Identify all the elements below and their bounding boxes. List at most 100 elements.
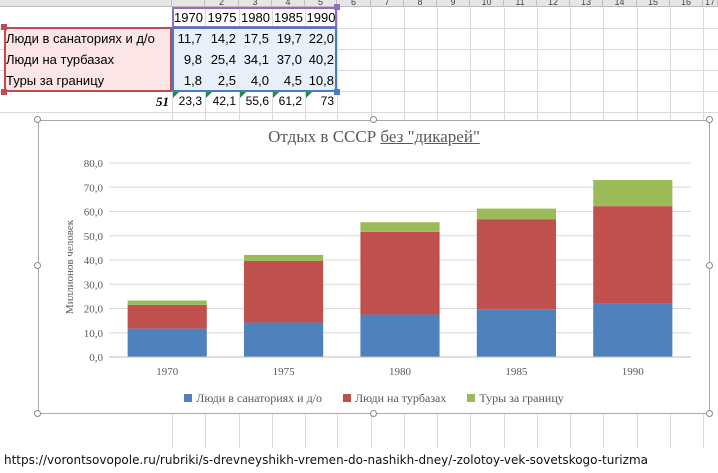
y-tick-label: 0,0 (89, 352, 103, 364)
empty-cell[interactable] (0, 7, 172, 28)
value-cell[interactable]: 19,7 (272, 28, 305, 49)
column-header[interactable]: 2 (205, 0, 239, 7)
value-cell[interactable]: 10,8 (305, 70, 337, 91)
selection-handle[interactable] (1, 89, 7, 95)
value-cell[interactable]: 1,8 (172, 70, 205, 91)
legend-item: Люди в санаториях и д/о (184, 391, 322, 406)
chart-resize-handle[interactable] (706, 262, 713, 269)
total-cell[interactable]: 23,3 (178, 94, 202, 108)
column-header[interactable]: 8 (404, 0, 437, 7)
legend-item: Туры за границу (467, 391, 564, 406)
y-tick-label: 40,0 (84, 255, 104, 267)
bar-segment (476, 219, 556, 310)
chart-resize-handle[interactable] (34, 116, 41, 123)
column-header[interactable]: 12 (537, 0, 570, 7)
bar-segment (593, 179, 673, 207)
column-header[interactable]: 13 (570, 0, 603, 7)
column-header[interactable]: 14 (603, 0, 637, 7)
selection-handle[interactable] (1, 24, 7, 30)
error-indicator[interactable] (273, 92, 279, 98)
chart-resize-handle[interactable] (34, 410, 41, 417)
chart-resize-handle[interactable] (706, 116, 713, 123)
bar-segment (476, 309, 556, 357)
selection-handle[interactable] (334, 89, 340, 95)
total-cell[interactable]: 73 (320, 94, 334, 108)
value-cell[interactable]: 34,1 (239, 49, 272, 70)
column-header[interactable] (0, 0, 172, 7)
column-header[interactable]: 4 (272, 0, 305, 7)
total-cell[interactable]: 55,6 (245, 94, 269, 108)
legend: Люди в санаториях и д/о Люди на турбазах… (39, 391, 709, 406)
x-tick-label: 1990 (622, 366, 645, 378)
y-tick-label: 60,0 (84, 207, 104, 219)
chart-resize-handle[interactable] (34, 262, 41, 269)
error-indicator[interactable] (173, 92, 179, 98)
error-indicator[interactable] (240, 92, 246, 98)
total-cell[interactable]: 42,1 (212, 94, 236, 108)
chart-title-plain: Отдых в СССР (268, 127, 381, 146)
value-cell[interactable]: 11,7 (172, 28, 205, 49)
column-header[interactable]: 3 (239, 0, 272, 7)
column-header[interactable]: 7 (371, 0, 404, 7)
total-cell[interactable]: 61,2 (278, 94, 302, 108)
value-cell[interactable]: 14,2 (205, 28, 239, 49)
row-label-turbazy[interactable]: Люди на турбазах (4, 49, 172, 70)
y-tick-label: 10,0 (84, 328, 104, 340)
legend-swatch (184, 394, 193, 402)
error-indicator[interactable] (306, 92, 312, 98)
value-cell[interactable]: 2,5 (205, 70, 239, 91)
year-cell[interactable]: 1970 (174, 10, 203, 25)
column-header[interactable]: 10 (470, 0, 504, 7)
value-cell[interactable]: 4,5 (272, 70, 305, 91)
year-cell[interactable]: 1985 (274, 10, 303, 25)
bar-segment (127, 300, 207, 305)
legend-label: Люди на турбазах (355, 391, 447, 405)
chart-object[interactable]: Отдых в СССР без "дикарей" 0,0 10,0 20,0 30… (38, 120, 710, 414)
bar-segment (360, 222, 440, 232)
y-axis-label: Миллионов человек (64, 219, 76, 315)
column-header[interactable]: 17 (703, 0, 718, 7)
value-cell[interactable]: 9,8 (172, 49, 205, 70)
y-tick-label: 50,0 (84, 231, 104, 243)
column-header[interactable]: 5 (305, 0, 337, 7)
chart-resize-handle[interactable] (706, 410, 713, 417)
value-cell[interactable]: 40,2 (305, 49, 337, 70)
x-tick-label: 1980 (389, 366, 412, 378)
column-header[interactable]: 6 (337, 0, 371, 7)
error-indicator[interactable] (206, 92, 212, 98)
row-label-sanatoriums[interactable]: Люди в санаториях и д/о (4, 28, 172, 49)
column-header[interactable]: 16 (670, 0, 703, 7)
row-label-abroad[interactable]: Туры за границу (4, 70, 172, 91)
bar-segment (244, 260, 324, 323)
column-header[interactable]: 9 (437, 0, 470, 7)
chart-resize-handle[interactable] (370, 410, 377, 417)
totals-label-cell[interactable]: 51 (156, 94, 169, 109)
column-header[interactable] (172, 0, 205, 7)
bar-segment (244, 322, 324, 357)
column-header[interactable]: 15 (637, 0, 670, 7)
chart-title: Отдых в СССР без "дикарей" (39, 127, 709, 147)
bar-segment (360, 231, 440, 315)
bar-segment (127, 304, 207, 329)
year-cell[interactable]: 1980 (241, 10, 270, 25)
column-header[interactable]: 11 (504, 0, 537, 7)
chart-title-underlined: без "дикарей" (380, 127, 480, 146)
value-cell[interactable]: 4,0 (239, 70, 272, 91)
legend-label: Люди в санаториях и д/о (196, 391, 323, 405)
chart-resize-handle[interactable] (370, 116, 377, 123)
year-cell[interactable]: 1990 (306, 10, 336, 25)
legend-swatch (343, 394, 352, 402)
y-tick-label: 30,0 (84, 279, 104, 291)
legend-item: Люди на турбазах (343, 391, 446, 406)
value-cell[interactable]: 22,0 (305, 28, 337, 49)
value-cell[interactable]: 25,4 (205, 49, 239, 70)
bar-segment (593, 303, 673, 357)
selection-handle[interactable] (334, 4, 340, 10)
year-cell[interactable]: 1975 (207, 10, 237, 25)
value-cell[interactable]: 37,0 (272, 49, 305, 70)
bar-segment (476, 208, 556, 220)
value-cell[interactable]: 17,5 (239, 28, 272, 49)
grid-line (0, 49, 718, 50)
bar-segment (244, 254, 324, 261)
